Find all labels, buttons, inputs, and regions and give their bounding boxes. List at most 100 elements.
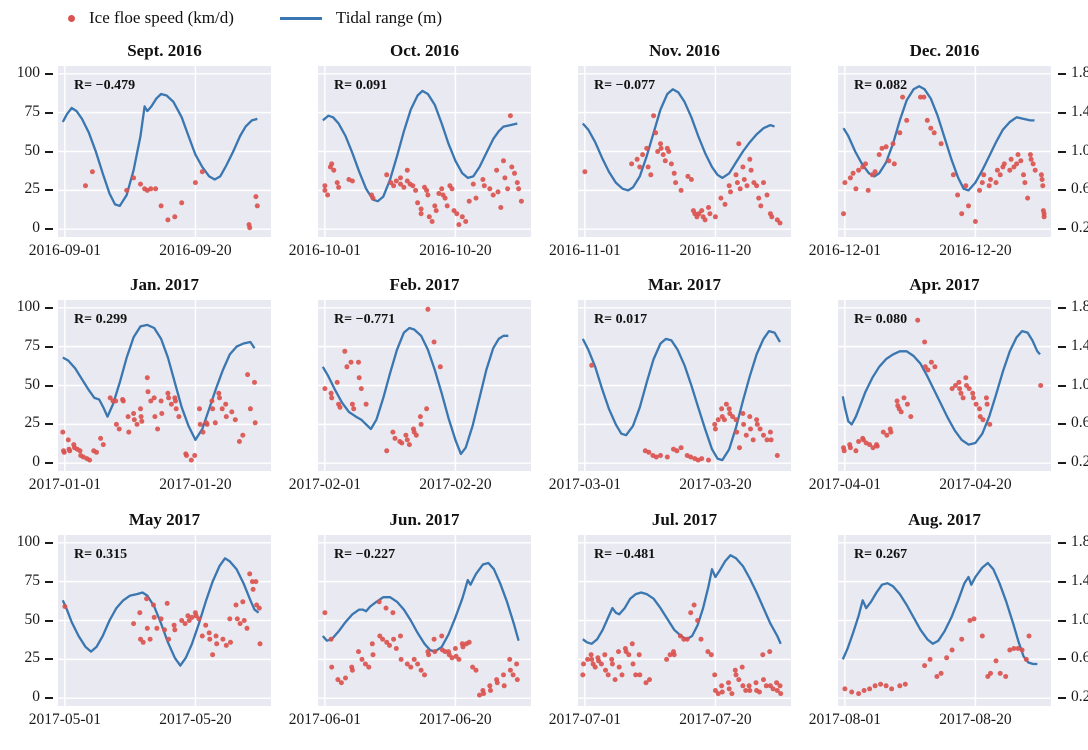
subplot-title: Apr. 2017 <box>909 275 980 294</box>
subplot-title: Jan. 2017 <box>130 275 199 294</box>
x-tick-label: 2017-06-20 <box>419 711 492 728</box>
left-axis-tick-mark <box>45 306 53 309</box>
chart-canvas-may-2017: R= 0.315 <box>58 535 271 706</box>
right-axis-tick-label: 1.0 <box>1071 141 1088 159</box>
left-axis-tick-label: 0 <box>32 688 40 706</box>
tidal-range-line <box>321 561 520 653</box>
x-tick-label: 2016-11-20 <box>679 242 752 259</box>
chart-canvas-mar-2017: R= 0.017 <box>578 300 791 471</box>
subplot-title: Sept. 2016 <box>127 41 202 60</box>
x-tick-label: 2017-05-20 <box>159 711 232 728</box>
right-axis-tick-label: 1.8 <box>1071 297 1088 315</box>
left-axis-tick-mark <box>45 189 53 192</box>
r-value-label: R= 0.017 <box>594 312 647 327</box>
r-value-label: R= −0.479 <box>74 78 135 93</box>
legend: Ice floe speed (km/d) Tidal range (m) <box>68 8 442 28</box>
subplot-title: May 2017 <box>128 510 201 529</box>
x-tick-label: 2017-01-20 <box>159 476 232 493</box>
left-axis-tick-mark <box>45 345 53 348</box>
subplot-apr-2017: Apr. 2017 R= 0.080 2017-04-01 2017-04-20 1.8… <box>809 275 1088 493</box>
tidal-range-line <box>61 92 258 208</box>
r-value-label: R= 0.091 <box>334 78 387 93</box>
x-tick-label: 2017-03-01 <box>548 476 622 493</box>
r-value-label: R= 0.080 <box>854 312 907 327</box>
chart-canvas-oct-2016: R= 0.091 <box>318 66 531 237</box>
subplot-aug-2017: Aug. 2017 R= 0.267 2017-08-01 2017-08-20 1.8… <box>809 510 1088 728</box>
tidal-range-line <box>581 88 775 192</box>
x-tick-label: 2016-12-20 <box>939 242 1012 259</box>
left-axis-tick-label: 75 <box>24 336 41 354</box>
right-axis-tick-mark <box>1058 580 1066 583</box>
right-axis-tick-label: 1.4 <box>1071 336 1088 354</box>
r-value-label: R= 0.315 <box>74 547 127 562</box>
left-axis-tick-mark <box>45 541 53 544</box>
right-axis-tick-label: 1.8 <box>1071 63 1088 81</box>
r-value-label: R= 0.299 <box>74 312 127 327</box>
right-axis-tick-label: 1.0 <box>1071 375 1088 393</box>
subplot-title: Mar. 2017 <box>647 275 722 294</box>
left-axis-tick-mark <box>45 619 53 622</box>
right-axis-tick-mark <box>1058 697 1066 700</box>
tidal-range-line <box>842 85 1035 192</box>
left-axis-tick-label: 0 <box>32 219 40 237</box>
right-axis-tick-label: 0.6 <box>1071 180 1088 198</box>
left-axis-tick-mark <box>45 697 53 700</box>
left-axis-tick-mark <box>45 423 53 426</box>
right-axis-tick-mark <box>1058 384 1066 387</box>
line-marker-icon <box>279 16 322 20</box>
x-tick-label: 2017-08-01 <box>808 711 882 728</box>
left-axis-tick-mark <box>45 462 53 465</box>
x-tick-label: 2017-03-20 <box>679 476 752 493</box>
right-axis-tick-mark <box>1058 658 1066 661</box>
x-tick-label: 2017-04-01 <box>808 476 882 493</box>
tidal-range-line <box>841 329 1041 446</box>
legend-label-ice-floe-speed: Ice floe speed (km/d) <box>89 8 234 27</box>
left-axis-tick-label: 25 <box>24 414 41 432</box>
left-axis-tick-mark <box>45 658 53 661</box>
right-axis-tick-label: 0.2 <box>1071 688 1088 706</box>
left-axis-tick-label: 50 <box>24 375 41 393</box>
right-axis-tick-label: 0.2 <box>1071 453 1088 471</box>
left-axis-tick-label: 0 <box>32 453 40 471</box>
tidal-range-line <box>62 323 256 442</box>
subplot-title: Dec. 2016 <box>909 41 980 60</box>
left-axis-tick-mark <box>45 150 53 153</box>
subplot-dec-2016: Dec. 2016 R= 0.082 2016-12-01 2016-12-20 1.8… <box>809 41 1088 259</box>
r-value-label: R= −0.481 <box>594 547 655 562</box>
subplot-feb-2017: Feb. 2017 R= −0.771 2017-02-01 2017-02-20 <box>289 275 531 493</box>
subplot-may-2017: May 2017 R= 0.315 2017-05-01 2017-05-20 100 7… <box>17 510 271 728</box>
left-axis-tick-label: 25 <box>24 180 41 198</box>
subplot-title: Feb. 2017 <box>389 275 460 294</box>
r-value-label: R= 0.267 <box>854 547 907 562</box>
right-axis-tick-mark <box>1058 306 1066 309</box>
left-axis-tick-label: 100 <box>16 532 40 550</box>
x-tick-label: 2016-10-20 <box>419 242 492 259</box>
tidal-range-line <box>841 561 1038 666</box>
r-value-label: R= −0.227 <box>334 547 395 562</box>
chart-canvas-feb-2017: R= −0.771 <box>318 300 531 471</box>
left-axis-tick-mark <box>45 580 53 583</box>
right-axis-tick-mark <box>1058 72 1066 75</box>
left-axis-tick-label: 100 <box>16 297 40 315</box>
subplot-title: Aug. 2017 <box>908 510 981 529</box>
x-tick-label: 2017-06-01 <box>288 711 362 728</box>
right-axis-tick-mark <box>1058 111 1066 114</box>
tidal-range-line <box>322 89 518 203</box>
x-tick-label: 2017-02-20 <box>419 476 492 493</box>
subplot-nov-2016: Nov. 2016 R= −0.077 2016-11-01 2016-11-20 <box>549 41 791 259</box>
chart-canvas-sept-2016: R= −0.479 <box>58 66 271 237</box>
right-axis-tick-mark <box>1058 423 1066 426</box>
chart-canvas-aug-2017: R= 0.267 <box>838 535 1051 706</box>
right-axis-tick-label: 1.4 <box>1071 571 1088 589</box>
subplot-sept-2016: Sept. 2016 R= −0.479 2016-09-01 2016-09-20 1… <box>17 41 271 259</box>
r-value-label: R= −0.077 <box>594 78 655 93</box>
r-value-label: R= 0.082 <box>854 78 907 93</box>
right-axis-tick-mark <box>1058 541 1066 544</box>
x-tick-label: 2017-07-01 <box>548 711 622 728</box>
left-axis-tick-mark <box>45 72 53 75</box>
chart-canvas-jul-2017: R= −0.481 <box>578 535 791 706</box>
chart-canvas-nov-2016: R= −0.077 <box>578 66 791 237</box>
right-axis-tick-mark <box>1058 619 1066 622</box>
subplot-jul-2017: Jul. 2017 R= −0.481 2017-07-01 2017-07-20 <box>549 510 791 728</box>
